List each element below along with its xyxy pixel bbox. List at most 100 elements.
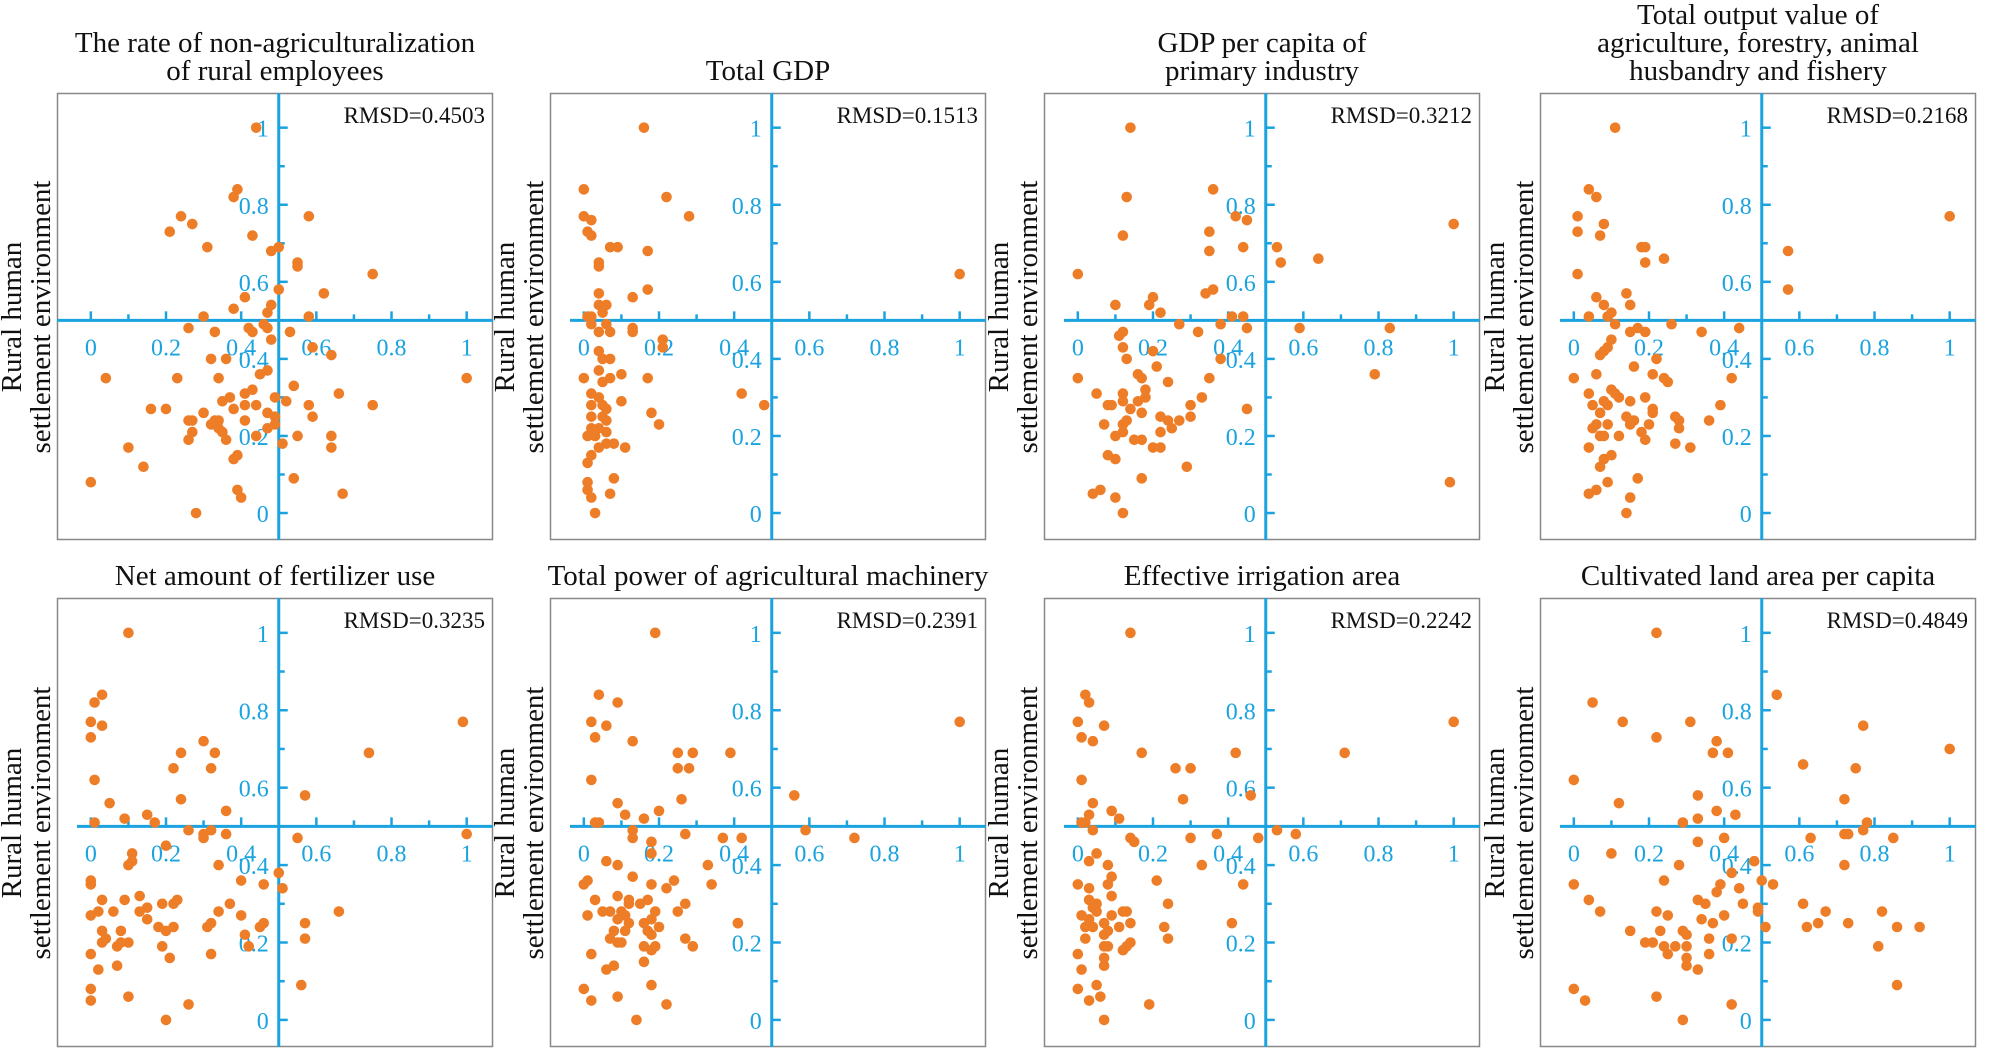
data-point [593,288,605,299]
data-point [1602,419,1613,430]
data-point [1677,817,1689,828]
data-point [661,883,672,894]
data-point [1076,774,1087,786]
data-point [183,434,194,446]
y-tick-label: 1 [750,622,762,648]
data-point [612,797,623,809]
data-point [687,941,699,952]
data-point [190,507,202,519]
data-point [1703,415,1715,426]
data-point [1651,353,1662,365]
data-point [1707,917,1719,929]
data-point [661,999,672,1010]
x-tick-label: 0.8 [377,335,407,361]
data-point [303,311,315,322]
data-point [604,906,616,917]
data-point [239,399,251,411]
x-tick-label: 0 [85,841,97,867]
data-point [333,906,345,917]
data-point [85,879,97,890]
y-axis-label: Rural human settlement environment [1479,180,1540,454]
y-tick-label: 0.2 [1722,931,1752,957]
data-point [593,442,605,453]
y-axis-label: Rural human settlement environment [489,686,550,960]
data-point [717,832,729,844]
y-tick-label: 1 [257,117,269,143]
data-point [601,855,612,867]
data-point [646,913,657,925]
data-point [228,403,239,415]
data-point [96,720,108,732]
data-point [1158,921,1170,933]
data-point [1369,369,1381,380]
data-point [1072,268,1084,280]
data-point [1914,921,1925,933]
data-point [657,334,669,345]
data-point [243,941,254,952]
data-point [247,384,258,396]
data-point [123,627,134,639]
data-point [1113,921,1125,933]
data-point [1711,886,1722,898]
data-point [1703,933,1715,944]
x-tick-label: 0 [1568,335,1580,361]
data-point [1666,318,1677,330]
rmsd-annotation: RMSD=0.2391 [837,608,978,633]
data-point [1696,913,1707,925]
data-point [789,790,800,801]
data-point [277,438,288,449]
data-point [1080,933,1091,944]
y-tick-label: 0 [1740,1009,1752,1035]
data-point [273,867,285,879]
data-point [1155,442,1166,453]
data-point [578,983,590,995]
data-point [1587,422,1598,434]
plot-frame [1539,597,1977,1048]
data-point [1083,883,1095,894]
data-point [123,937,134,948]
data-point [235,492,247,503]
x-tick-label: 0 [578,335,590,361]
data-point [1681,941,1692,952]
data-point [299,933,311,944]
data-point [296,979,307,991]
y-axis-label: Rural human settlement environment [983,180,1044,454]
data-point [1117,944,1129,956]
data-point [586,311,597,322]
data-point [209,747,221,759]
data-point [1294,322,1305,334]
data-point [1166,422,1178,434]
data-point [1162,898,1174,910]
data-point [1106,910,1117,921]
data-point [1662,910,1674,921]
y-tick-label: 0.4 [732,854,762,880]
data-point [1685,442,1696,453]
data-point [1639,392,1651,403]
data-point [1628,361,1640,372]
data-point [1136,372,1148,384]
data-point [1647,937,1659,948]
data-point [119,813,130,824]
data-point [1087,488,1099,500]
data-point [612,890,623,902]
data-point [250,430,262,442]
data-point [1110,492,1121,503]
data-point [1128,836,1140,848]
y-tick-label: 0.8 [239,194,269,220]
data-point [604,326,616,338]
x-tick-label: 0.8 [1860,335,1890,361]
data-point [1594,461,1606,473]
data-point [683,211,695,222]
y-tick-label: 0.2 [732,931,762,957]
data-point [597,307,608,318]
data-point [597,353,608,365]
data-point [1136,747,1148,759]
data-point [1647,407,1659,419]
data-point [646,836,657,848]
data-point [104,797,115,809]
data-point [145,403,157,415]
data-point [732,917,744,929]
data-point [175,211,187,222]
